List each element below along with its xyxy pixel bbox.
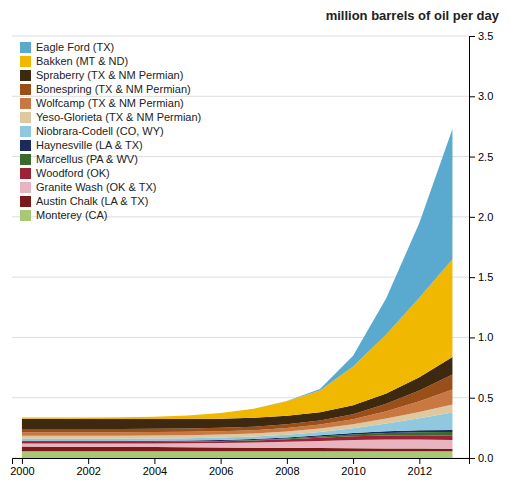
tick: 2012 xyxy=(408,458,432,477)
legend-item: Monterey (CA) xyxy=(20,209,108,221)
legend-label: Bakken (MT & ND) xyxy=(36,55,128,67)
legend-label: Marcellus (PA & WV) xyxy=(36,153,138,165)
tick: 1.5 xyxy=(469,271,493,283)
legend-label: Niobrara-Codell (CO, WY) xyxy=(36,125,164,137)
legend-label: Granite Wash (OK & TX) xyxy=(36,181,156,193)
legend-swatch xyxy=(20,42,31,53)
tick: 0.5 xyxy=(469,392,493,404)
grid xyxy=(12,36,469,458)
legend-swatch xyxy=(20,126,31,137)
tick: 3.0 xyxy=(469,90,493,102)
axis-line xyxy=(13,459,470,465)
tick-mark xyxy=(469,458,475,459)
legend-item: Austin Chalk (LA & TX) xyxy=(20,195,148,207)
legend-swatch xyxy=(20,210,31,221)
tick: 2008 xyxy=(275,458,299,477)
legend-item: Wolfcamp (TX & NM Permian) xyxy=(20,97,184,109)
tick-mark xyxy=(469,217,475,218)
legend-swatch xyxy=(20,168,31,179)
tick: 2004 xyxy=(143,458,167,477)
tick-label: 2004 xyxy=(143,465,167,477)
tick-mark xyxy=(469,277,475,278)
areas xyxy=(22,129,453,458)
legend-item: Yeso-Glorieta (TX & NM Permian) xyxy=(20,111,201,123)
area xyxy=(22,451,453,458)
tick-mark xyxy=(469,36,475,37)
tick-mark xyxy=(221,458,222,464)
tick-label: 2008 xyxy=(275,465,299,477)
legend-item: Woodford (OK) xyxy=(20,167,110,179)
tick-label: 0.5 xyxy=(478,392,493,404)
legend-item: Marcellus (PA & WV) xyxy=(20,153,138,165)
legend-swatch xyxy=(20,112,31,123)
tick-mark xyxy=(154,458,155,464)
tick: 2000 xyxy=(10,458,34,477)
tick: 2.0 xyxy=(469,211,493,223)
legend-label: Eagle Ford (TX) xyxy=(36,41,114,53)
tick-mark xyxy=(287,458,288,464)
tick-mark xyxy=(88,458,89,464)
legend-item: Granite Wash (OK & TX) xyxy=(20,181,156,193)
tick-label: 2.0 xyxy=(478,211,493,223)
tick-mark xyxy=(469,96,475,97)
legend: Eagle Ford (TX) Bakken (MT & ND) Spraberry… xyxy=(20,41,201,221)
legend-swatch xyxy=(20,70,31,81)
tick-label: 2.5 xyxy=(478,151,493,163)
legend-swatch xyxy=(20,84,31,95)
title: million barrels of oil per day xyxy=(326,8,500,23)
legend-item: Haynesville (LA & TX) xyxy=(20,139,143,151)
axis-line xyxy=(470,37,476,459)
legend-label: Spraberry (TX & NM Permian) xyxy=(36,69,183,81)
tick-label: 2000 xyxy=(10,465,34,477)
chart: 2000 2002 2004 2006 2008 2010 2012 0.0 0.5 1.0 1.5… xyxy=(0,0,509,486)
tick-label: 3.0 xyxy=(478,90,493,102)
legend-label: Woodford (OK) xyxy=(36,167,110,179)
tick-mark xyxy=(469,157,475,158)
tick-label: 2010 xyxy=(341,465,365,477)
tick-label: 2002 xyxy=(76,465,100,477)
tick-label: 3.5 xyxy=(478,30,493,42)
legend-label: Haynesville (LA & TX) xyxy=(36,139,143,151)
legend-label: Wolfcamp (TX & NM Permian) xyxy=(36,97,184,109)
tick-mark xyxy=(22,458,23,464)
legend-item: Bonespring (TX & NM Permian) xyxy=(20,83,191,95)
legend-item: Spraberry (TX & NM Permian) xyxy=(20,69,183,81)
legend-swatch xyxy=(20,140,31,151)
area xyxy=(22,129,453,418)
tick-mark xyxy=(419,458,420,464)
tick: 3.5 xyxy=(469,30,493,42)
tick-mark xyxy=(469,337,475,338)
tick-mark xyxy=(353,458,354,464)
area xyxy=(22,259,453,419)
legend-swatch xyxy=(20,182,31,193)
tick-label: 2006 xyxy=(209,465,233,477)
legend-item: Eagle Ford (TX) xyxy=(20,41,114,53)
y-axis: 0.0 0.5 1.0 1.5 2.0 2.5 3.0 3.5 xyxy=(469,30,493,464)
tick-label: 0.0 xyxy=(478,452,493,464)
plot: 2000 2002 2004 2006 2008 2010 2012 0.0 0.5 1.0 1.5… xyxy=(10,30,493,477)
legend-label: Austin Chalk (LA & TX) xyxy=(36,195,148,207)
legend-label: Yeso-Glorieta (TX & NM Permian) xyxy=(36,111,201,123)
legend-label: Bonespring (TX & NM Permian) xyxy=(36,83,191,95)
legend-item: Bakken (MT & ND) xyxy=(20,55,128,67)
legend-swatch xyxy=(20,56,31,67)
legend-swatch xyxy=(20,196,31,207)
tick-label: 2012 xyxy=(408,465,432,477)
grid-line xyxy=(12,36,469,37)
tick-mark xyxy=(469,398,475,399)
legend-label: Monterey (CA) xyxy=(36,209,108,221)
tick: 1.0 xyxy=(469,331,493,343)
tick: 2010 xyxy=(341,458,365,477)
tick: 2006 xyxy=(209,458,233,477)
x-axis: 2000 2002 2004 2006 2008 2010 2012 xyxy=(10,458,469,477)
tick-label: 1.5 xyxy=(478,271,493,283)
legend-swatch xyxy=(20,154,31,165)
legend-item: Niobrara-Codell (CO, WY) xyxy=(20,125,164,137)
tick: 0.0 xyxy=(469,452,493,464)
tick: 2002 xyxy=(76,458,100,477)
tick-label: 1.0 xyxy=(478,331,493,343)
tick: 2.5 xyxy=(469,151,493,163)
legend-swatch xyxy=(20,98,31,109)
